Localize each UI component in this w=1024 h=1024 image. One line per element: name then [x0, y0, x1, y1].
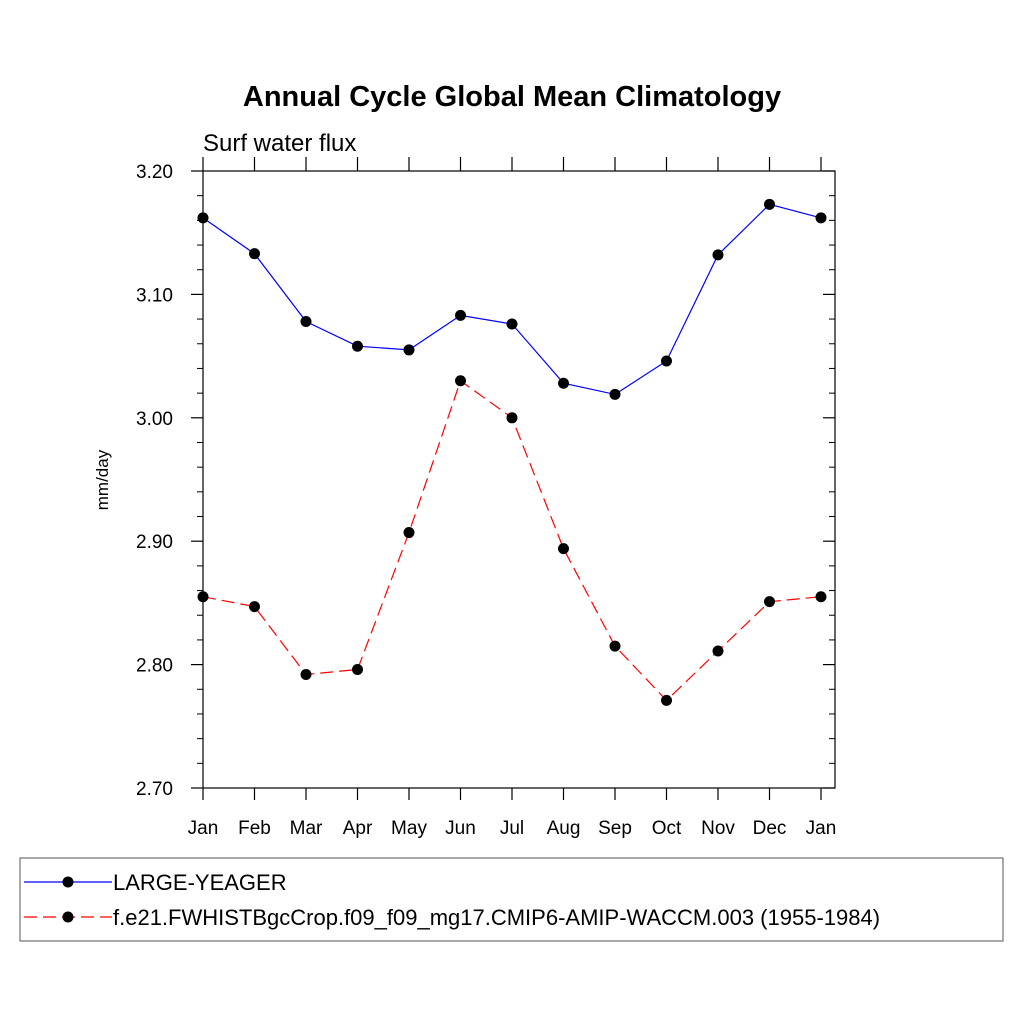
- x-tick-label: May: [391, 818, 427, 839]
- series-2-point: [455, 375, 466, 387]
- chart-subtitle: Surf water flux: [203, 130, 356, 157]
- series-1-point: [661, 355, 672, 367]
- series-2-point: [815, 591, 827, 603]
- x-tick-label: Oct: [652, 818, 682, 839]
- series-1-point: [764, 198, 775, 210]
- x-tick-label: Jan: [806, 818, 837, 839]
- series-1-point: [300, 316, 312, 328]
- y-tick-label: 2.80: [136, 656, 173, 677]
- series-2-point: [506, 412, 518, 424]
- x-tick-label: Nov: [701, 818, 735, 839]
- x-tick-label: Jan: [188, 818, 219, 839]
- series-1-point: [609, 388, 621, 400]
- legend-marker-2: [62, 911, 74, 923]
- series-1-point: [558, 377, 569, 389]
- series-line-1: [202, 203, 822, 396]
- series-1-point: [712, 249, 724, 261]
- x-tick-label: Feb: [238, 818, 271, 839]
- y-tick-label: 2.90: [136, 532, 173, 553]
- x-tick-label: Dec: [753, 818, 787, 839]
- series-1-point: [352, 340, 363, 352]
- series-layer: [197, 198, 827, 706]
- series-2-point: [712, 645, 724, 657]
- chart-title: Annual Cycle Global Mean Climatology: [243, 81, 781, 113]
- series-2-point: [661, 694, 672, 706]
- plot-frame: [202, 170, 836, 789]
- series-line-2: [202, 379, 822, 702]
- axis-ticks: 2.70 2.80 2.90 3.00 3.10 3.20 Jan Feb Mar Apr May J…: [136, 157, 836, 839]
- legend-box: [19, 857, 1004, 942]
- y-tick-label: 3.00: [136, 409, 173, 430]
- x-tick-label: Sep: [598, 818, 632, 839]
- y-tick-label: 3.10: [136, 285, 173, 306]
- legend-label-1: LARGE-YEAGER: [113, 870, 287, 895]
- series-2-point: [403, 527, 415, 539]
- series-1-point: [403, 344, 415, 356]
- series-2-point: [352, 664, 363, 676]
- series-1-point: [249, 248, 260, 260]
- series-1-point: [815, 212, 827, 224]
- series-2-point: [609, 640, 621, 652]
- series-1-point: [506, 318, 518, 330]
- series-1-point: [455, 309, 466, 321]
- x-tick-label: Jul: [500, 818, 524, 839]
- legend-marker-1: [62, 876, 74, 888]
- series-1-point: [197, 212, 209, 224]
- series-2-point: [249, 601, 260, 613]
- x-tick-label: Aug: [547, 818, 581, 839]
- series-2-point: [764, 596, 775, 608]
- y-axis-label: mm/day: [93, 449, 112, 510]
- series-2-point: [558, 543, 569, 555]
- x-tick-label: Apr: [343, 818, 373, 839]
- y-tick-label: 3.20: [136, 162, 173, 183]
- y-tick-label: 2.70: [136, 779, 173, 800]
- series-2-point: [197, 591, 209, 603]
- x-tick-label: Jun: [445, 818, 476, 839]
- legend-label-2: f.e21.FWHISTBgcCrop.f09_f09_mg17.CMIP6-A…: [113, 905, 880, 930]
- series-2-point: [300, 668, 312, 680]
- legend: LARGE-YEAGER f.e21.FWHISTBgcCrop.f09_f09_…: [24, 870, 880, 930]
- x-tick-label: Mar: [290, 818, 323, 839]
